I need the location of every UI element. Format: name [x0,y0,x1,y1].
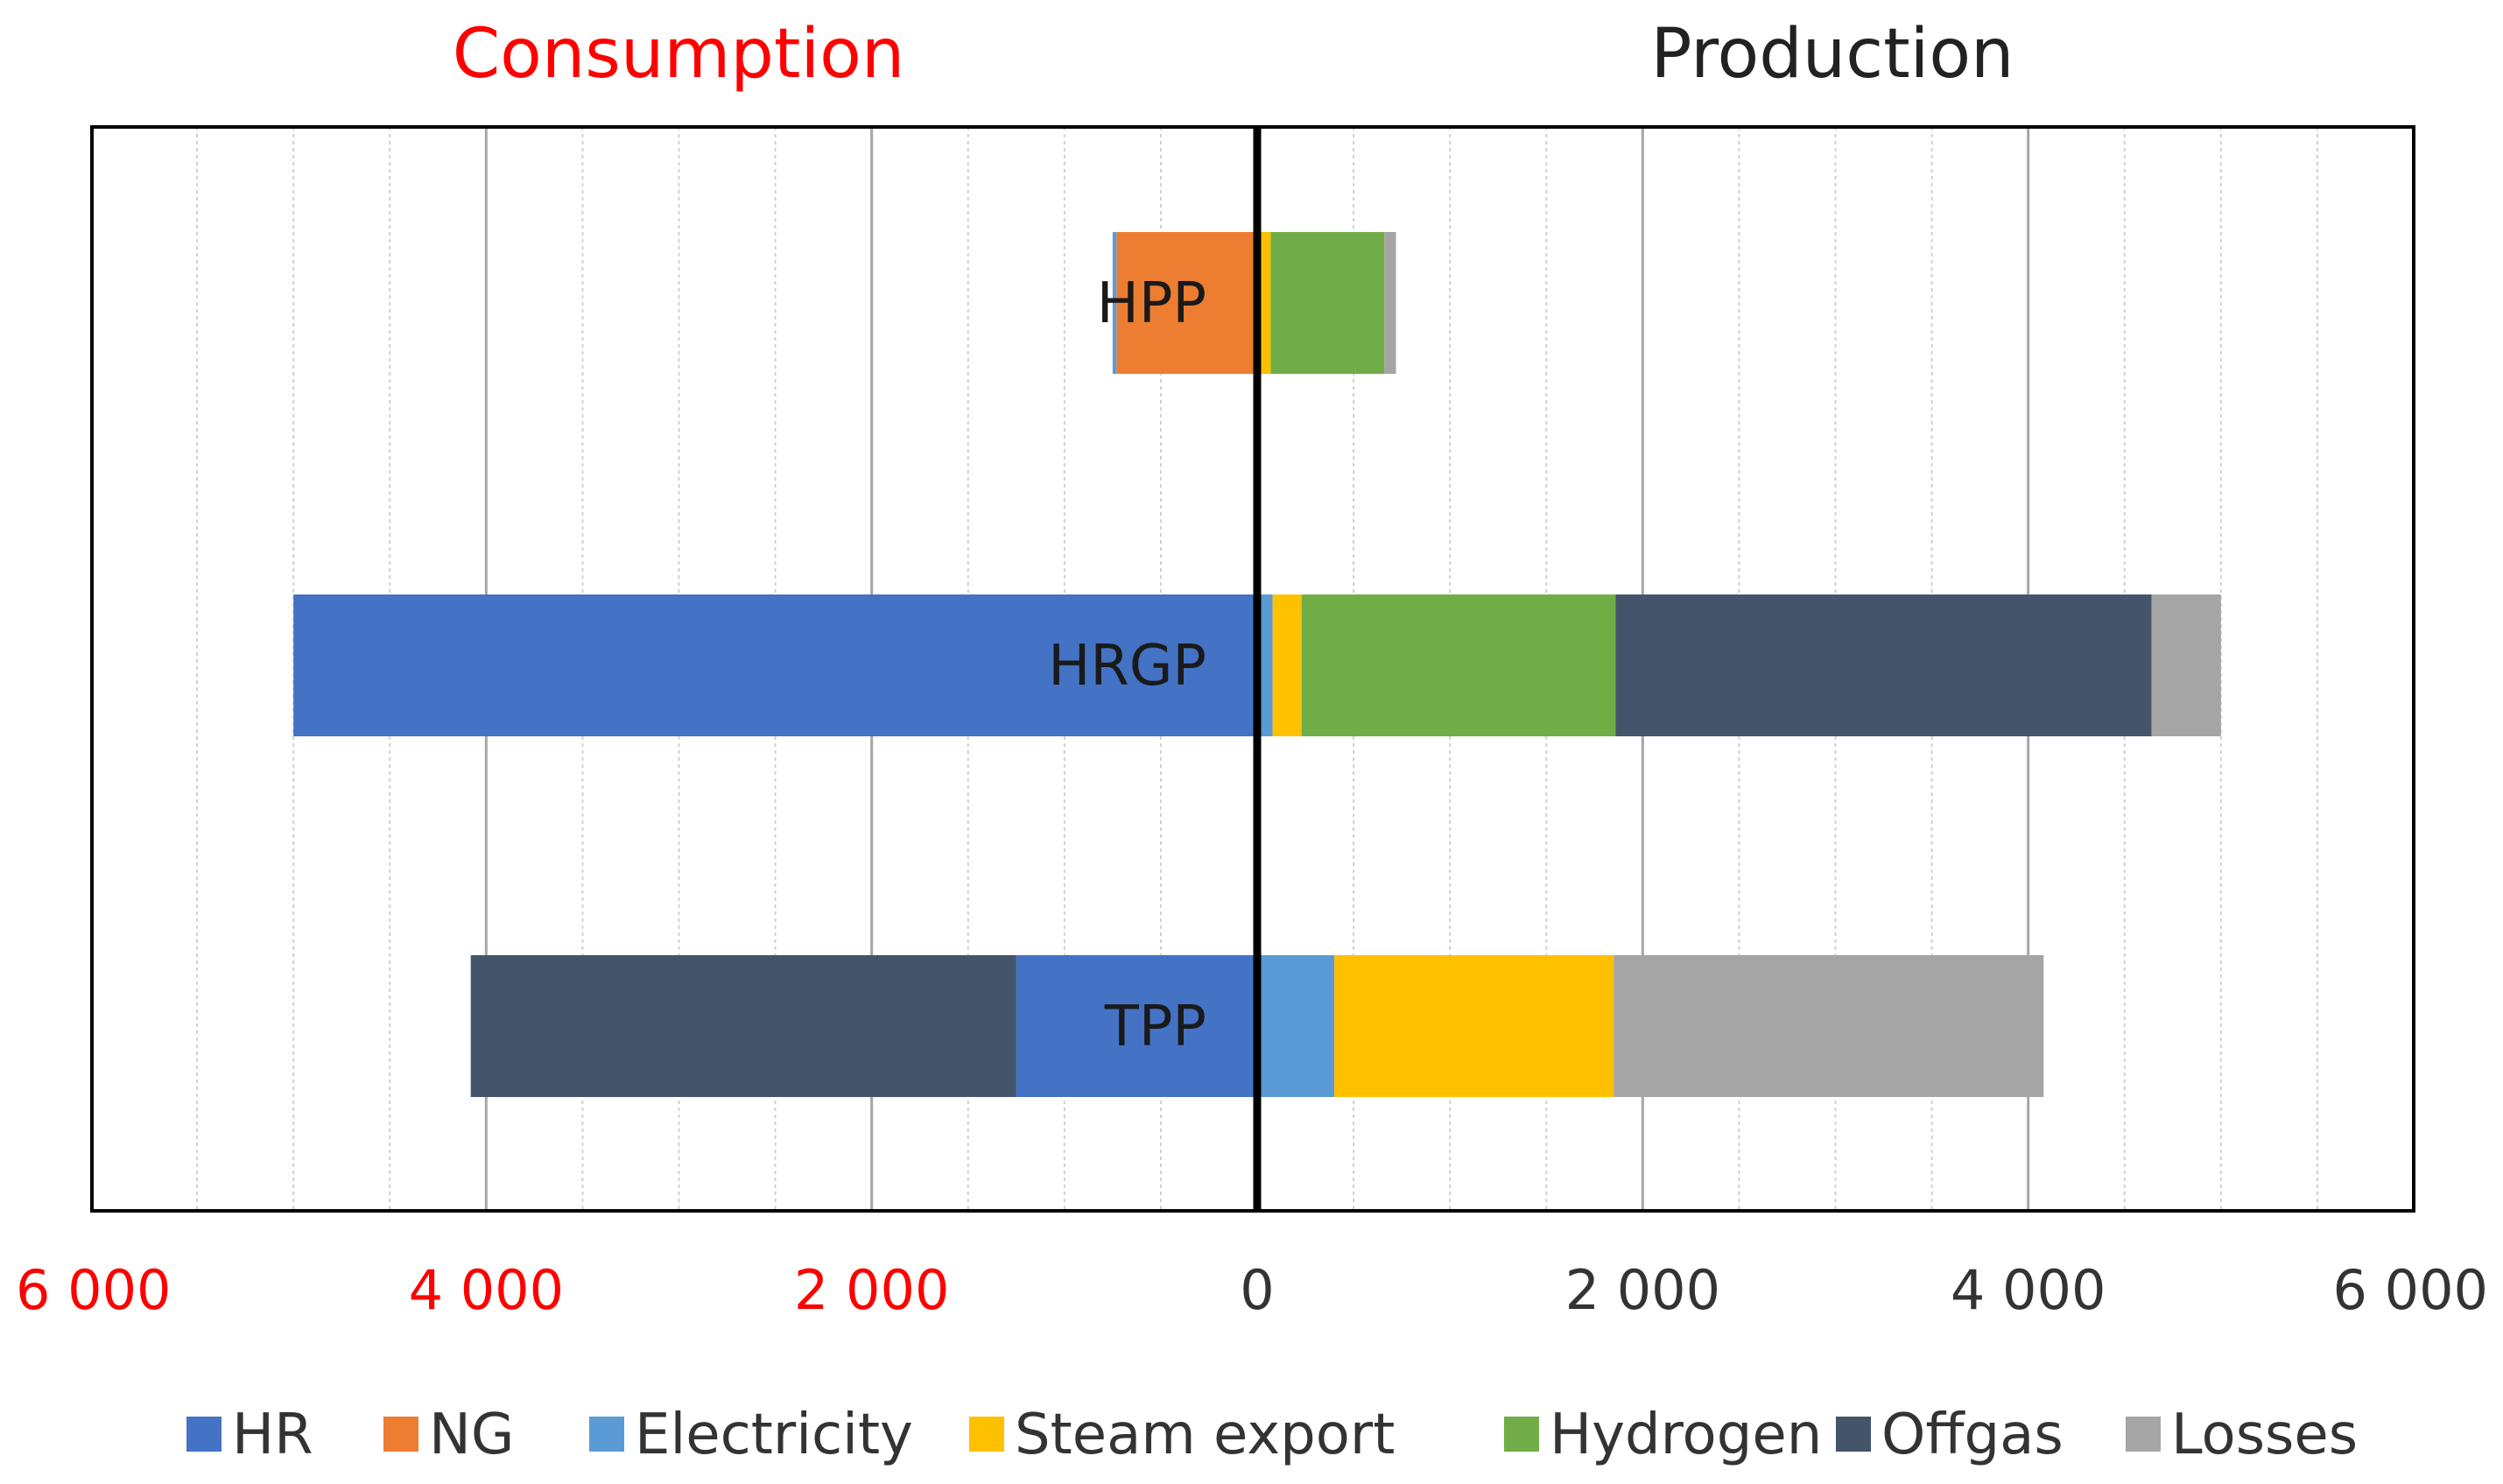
legend-swatch-ng [383,1417,418,1452]
legend-label-hydrogen: Hydrogen [1550,1403,1822,1467]
legend-label-steam-export: Steam export [1015,1403,1395,1467]
plot-frame [90,125,2415,1213]
legend-label-offgas: Offgas [1881,1403,2064,1467]
legend-swatch-losses [2126,1417,2161,1452]
legend-label-losses: Losses [2171,1403,2358,1467]
category-label-hpp: HPP [1097,271,1206,336]
legend-label-ng: NG [429,1403,514,1467]
legend-swatch-hr [186,1417,221,1452]
bar-hpp-consumption-ng [1116,232,1257,374]
legend: HR NG Electricity Steam export Hydrogen Offga… [186,1403,2358,1467]
legend-swatch-hydrogen [1504,1417,1539,1452]
x-tick-label: 2 000 [794,1258,950,1322]
category-label-hrgp: HRGP [1048,634,1206,699]
bar-hrgp-production-offgas [1615,594,2152,736]
bar-hpp-production-hydrogen [1270,232,1385,374]
x-tick-label: 4 000 [409,1258,565,1322]
bar-hpp-consumption-electricity [1112,232,1117,374]
category-label-tpp: TPP [1104,995,1206,1059]
bar-tpp-consumption-hr [1016,955,1257,1097]
legend-label-electricity: Electricity [635,1403,913,1467]
bar-hrgp-production-hydrogen [1301,594,1616,736]
category-labels: HPP HRGP TPP [1048,271,1206,1059]
bar-hrgp-consumption-hr [293,594,1258,736]
bar-hrgp-production-losses [2151,594,2221,736]
legend-swatch-steam-export [969,1417,1004,1452]
x-tick-label: 4 000 [1951,1258,2106,1322]
bars [293,232,2221,1097]
bar-hpp-production-losses [1384,232,1396,374]
consumption-title: Consumption [453,15,905,94]
legend-label-hr: HR [232,1403,313,1467]
x-tick-label: 0 [1240,1258,1274,1322]
bar-tpp-production-steam-export [1334,955,1614,1097]
bar-hrgp-production-steam-export [1272,594,1302,736]
x-tick-label: 6 000 [2333,1258,2489,1322]
bar-tpp-consumption-offgas [470,955,1016,1097]
x-axis-ticks: 6 000 4 000 2 000 0 2 000 4 000 6 000 [16,1258,2488,1322]
legend-swatch-offgas [1836,1417,1871,1452]
bar-tpp-production-losses [1614,955,2044,1097]
legend-swatch-electricity [589,1417,624,1452]
x-tick-label: 2 000 [1565,1258,1721,1322]
bar-tpp-production-electricity [1257,955,1335,1097]
production-title: Production [1651,15,2014,94]
x-tick-label: 6 000 [16,1258,172,1322]
